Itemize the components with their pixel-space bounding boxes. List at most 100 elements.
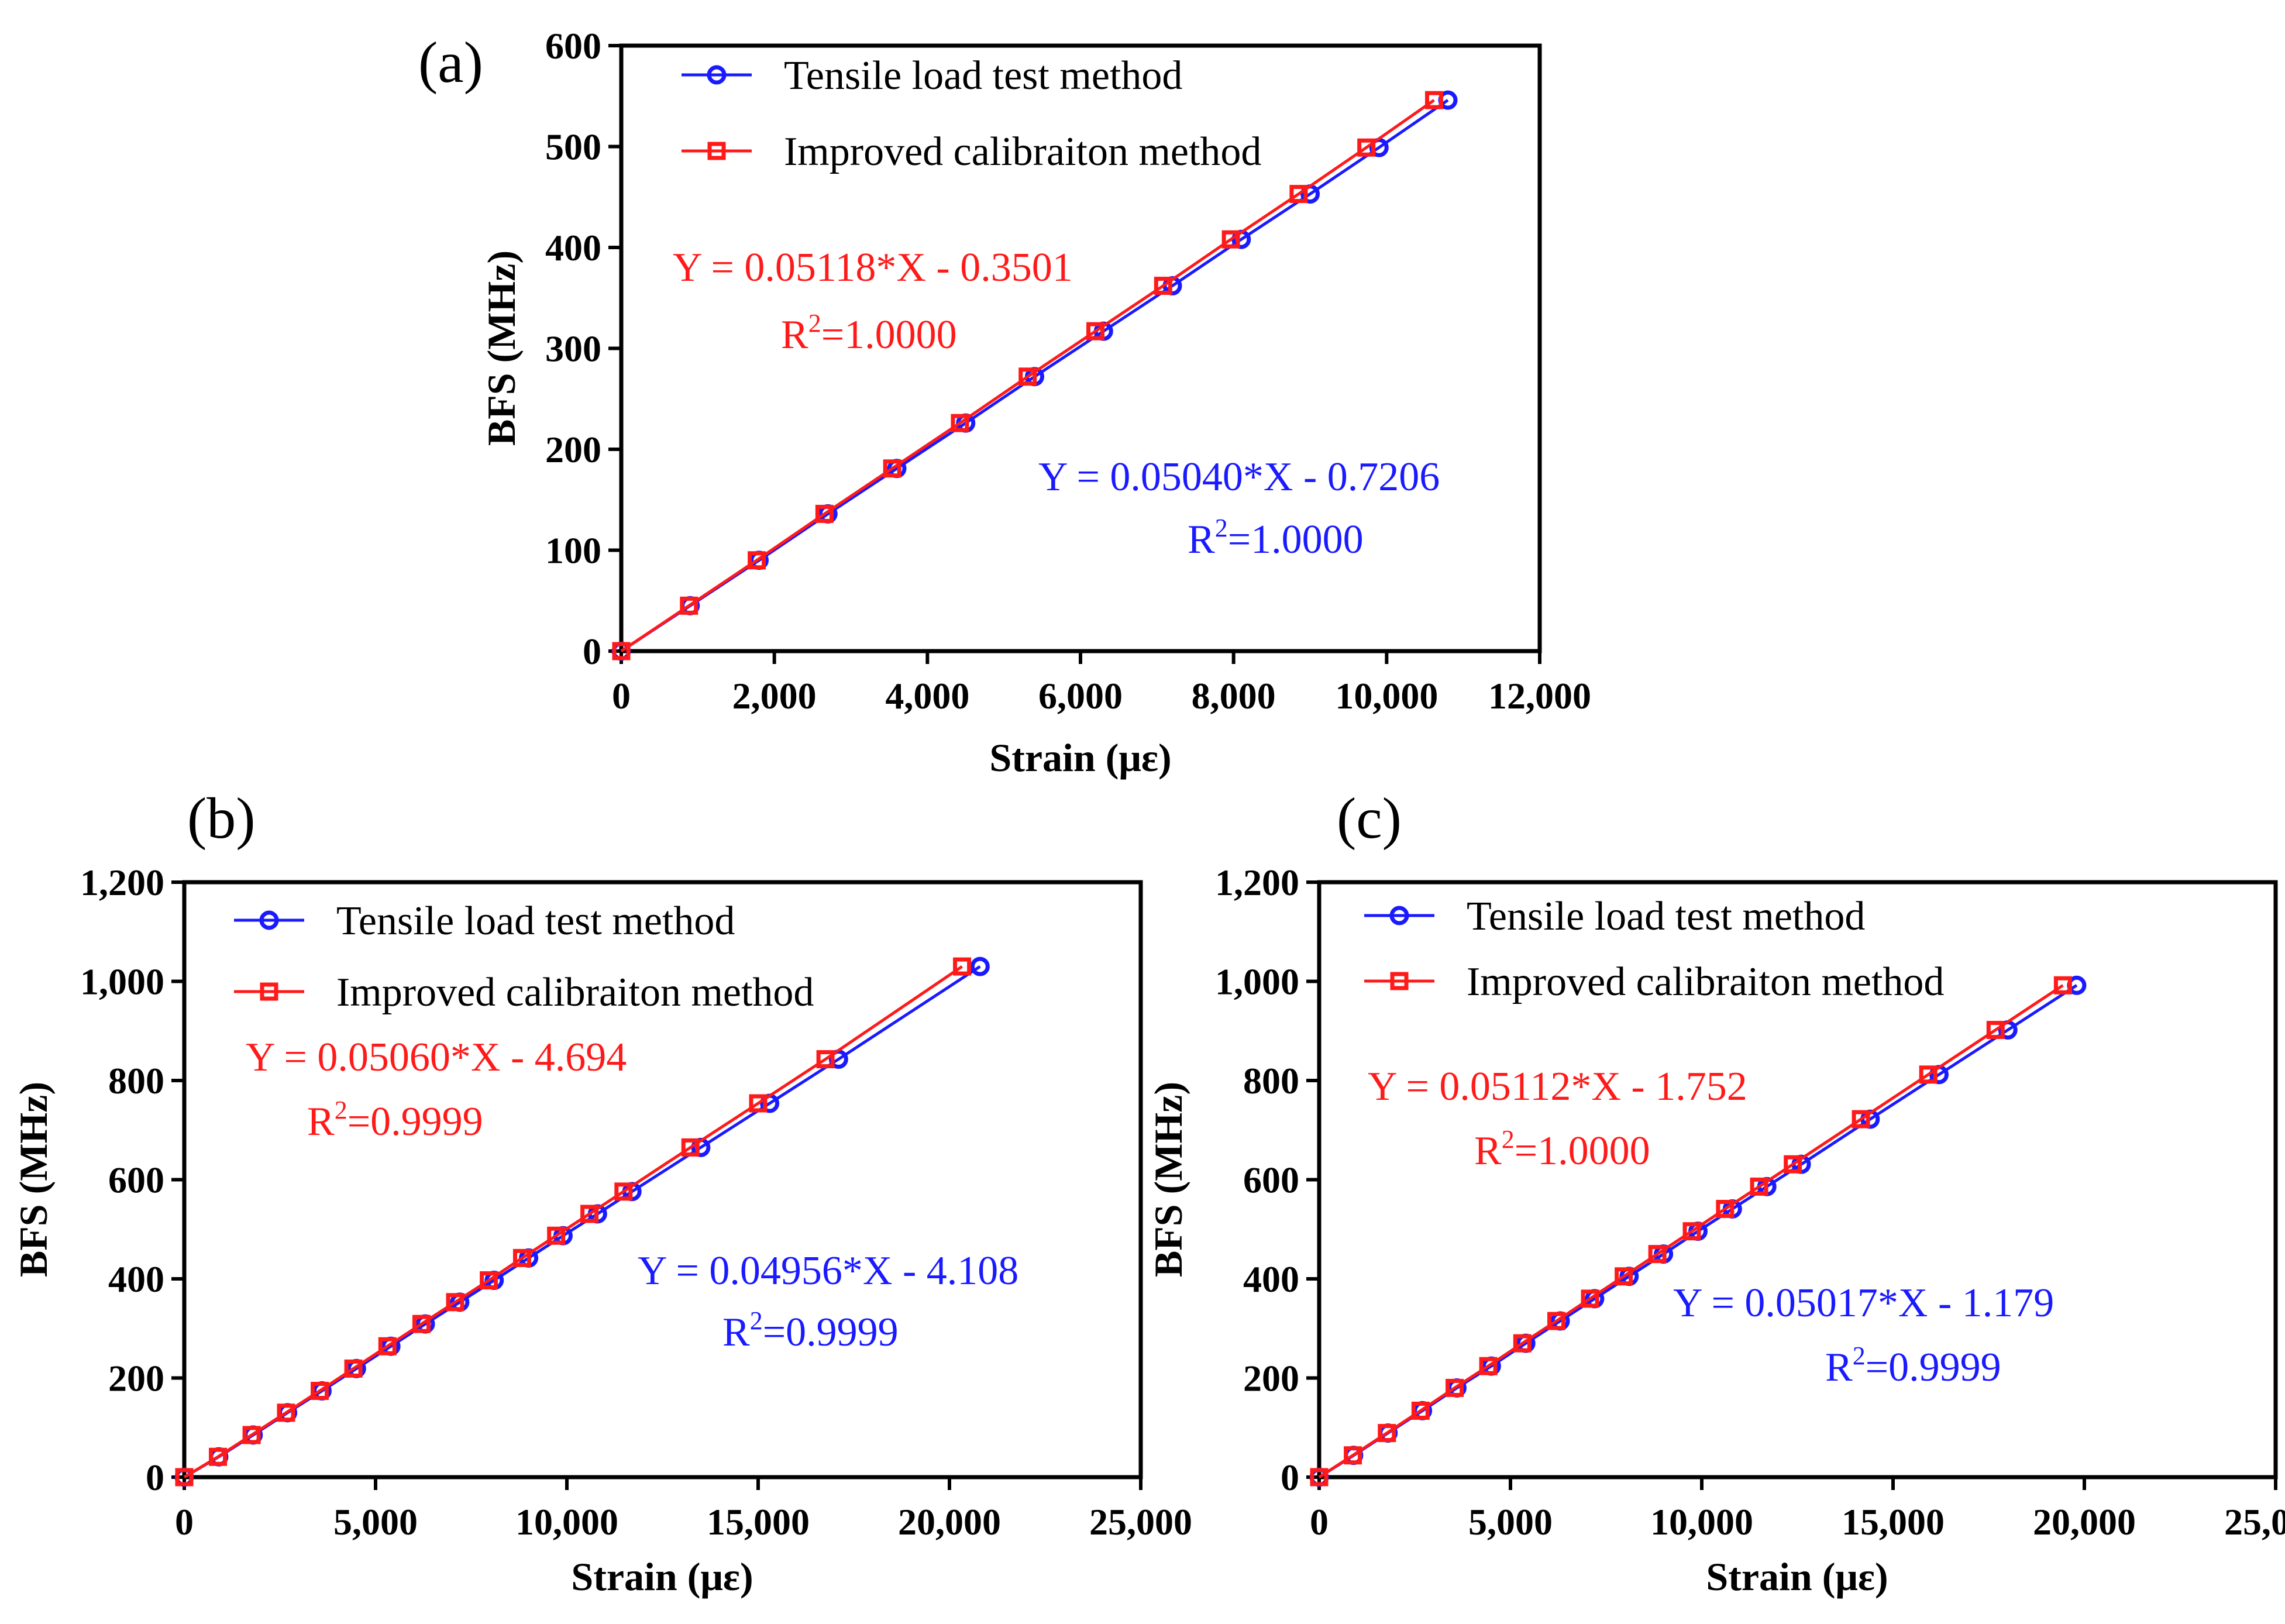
y-tick-label: 300 [545, 328, 601, 370]
r-squared-exponent: 2 [1502, 1125, 1515, 1154]
r-squared-improved: R2=1.0000 [1474, 1125, 1650, 1174]
x-tick-label: 12,000 [1488, 675, 1591, 717]
x-tick-label: 20,000 [898, 1501, 1001, 1543]
data-point-improved [1852, 1110, 1870, 1128]
data-point-improved [680, 596, 698, 615]
data-point-improved [1411, 1401, 1430, 1420]
y-tick-label: 400 [545, 227, 601, 269]
r-squared-exponent: 2 [1853, 1341, 1866, 1370]
r-squared-exponent: 2 [808, 309, 821, 338]
data-point-improved [1615, 1267, 1633, 1286]
data-point-improved [580, 1205, 599, 1223]
y-tick-label: 600 [545, 25, 601, 67]
y-tick-label: 600 [108, 1159, 164, 1201]
y-tick-label: 1,000 [1215, 961, 1299, 1003]
data-point-improved [951, 414, 969, 432]
data-point-improved [1424, 91, 1443, 109]
y-tick-label: 400 [1243, 1258, 1299, 1300]
data-point-improved [1648, 1245, 1667, 1264]
x-tick-label: 8,000 [1192, 675, 1276, 717]
r-squared-symbol: R [1474, 1128, 1502, 1174]
data-point-improved [1446, 1378, 1464, 1397]
legend-label: Tensile load test method [336, 899, 735, 944]
data-point-improved [2053, 976, 2072, 995]
data-point-improved [547, 1226, 566, 1245]
r-squared-tensile: R2=1.0000 [1188, 514, 1364, 562]
data-point-improved [749, 1094, 768, 1113]
x-axis-label: Strain (με) [571, 1554, 753, 1599]
data-point-improved [412, 1315, 431, 1333]
x-tick-label: 10,000 [1650, 1501, 1753, 1543]
data-point-improved [175, 1468, 194, 1487]
data-point-improved [1357, 138, 1376, 157]
r-squared-symbol: R [781, 312, 808, 357]
legend-marker-square [260, 982, 278, 1001]
data-point-improved [1310, 1468, 1329, 1487]
r-squared-symbol: R [1825, 1345, 1853, 1390]
data-point-improved [512, 1248, 531, 1267]
r-squared-value: =1.0000 [1515, 1128, 1650, 1174]
fit-equation-tensile: Y = 0.05017*X - 1.179 [1673, 1281, 2054, 1326]
legend-label: Improved calibraiton method [1467, 959, 1944, 1004]
x-tick-label: 4,000 [885, 675, 969, 717]
data-point-improved [815, 504, 834, 523]
data-point-improved [1344, 1446, 1362, 1465]
data-point-tensile [970, 956, 990, 976]
y-tick-label: 800 [108, 1060, 164, 1102]
r-squared-value: =1.0000 [1228, 517, 1364, 562]
fit-equation-improved: Y = 0.05112*X - 1.752 [1368, 1064, 1747, 1109]
data-point-improved [209, 1447, 228, 1466]
r-squared-exponent: 2 [750, 1306, 763, 1335]
chart-panel-a: (a) 0 2,000 4,000 6,000 8,000 10,000 12,000 0 100… [418, 25, 1591, 780]
x-tick-label: 10,000 [1335, 675, 1438, 717]
legend-label: Tensile load test method [784, 53, 1182, 98]
legend-marker-circle [1389, 906, 1409, 925]
x-tick-label: 20,000 [2033, 1501, 2136, 1543]
fit-equation-tensile: Y = 0.04956*X - 4.108 [638, 1248, 1018, 1293]
data-point-improved [612, 642, 631, 660]
x-axis-label: Strain (με) [989, 735, 1171, 780]
x-tick-label: 25,000 [2224, 1501, 2285, 1543]
fit-equation-improved: Y = 0.05118*X - 0.3501 [673, 245, 1073, 290]
data-point-improved [480, 1271, 498, 1290]
legend-marker-circle [707, 65, 727, 85]
series-line-improved [620, 99, 1435, 653]
data-point-improved [1547, 1312, 1565, 1330]
data-point-improved [378, 1337, 397, 1355]
r-squared-symbol: R [1188, 517, 1215, 562]
series-line-improved [1318, 984, 2064, 1479]
legend-marker-circle [259, 910, 279, 930]
x-tick-label: 6,000 [1038, 675, 1123, 717]
x-tick-label: 25,000 [1089, 1501, 1192, 1543]
data-point-improved [883, 459, 901, 478]
x-tick-label: 15,000 [1842, 1501, 1945, 1543]
data-point-improved [1018, 367, 1037, 386]
panel-label: (b) [187, 786, 256, 851]
legend-label: Improved calibraiton method [336, 970, 814, 1015]
data-point-improved [1682, 1222, 1701, 1241]
r-squared-exponent: 2 [335, 1096, 347, 1124]
y-axis-label: BFS (MHz) [479, 250, 524, 446]
r-squared-exponent: 2 [1215, 514, 1228, 542]
r-squared-value: =0.9999 [1866, 1345, 2001, 1390]
data-point-improved [1221, 230, 1240, 249]
data-point-improved [1716, 1200, 1735, 1219]
y-tick-label: 1,000 [80, 961, 164, 1003]
legend-label: Improved calibraiton method [784, 129, 1261, 174]
data-point-improved [748, 551, 766, 570]
fit-equation-improved: Y = 0.05060*X - 4.694 [246, 1035, 627, 1080]
legend-label: Tensile load test method [1467, 894, 1865, 939]
x-tick-label: 5,000 [1468, 1501, 1553, 1543]
r-squared-value: =1.0000 [821, 312, 957, 357]
y-tick-label: 500 [545, 126, 601, 168]
chart-panel-c: (c) 0 5,000 10,000 15,000 20,000 25,000 0 200 400… [1146, 786, 2285, 1599]
data-point-improved [614, 1182, 633, 1201]
y-tick-label: 0 [1281, 1457, 1299, 1498]
y-tick-label: 200 [545, 429, 601, 470]
r-squared-improved: R2=0.9999 [307, 1096, 483, 1144]
panel-label: (c) [1337, 786, 1402, 851]
data-point-improved [1513, 1334, 1532, 1353]
data-point-improved [1479, 1357, 1498, 1375]
x-tick-label: 15,000 [707, 1501, 810, 1543]
